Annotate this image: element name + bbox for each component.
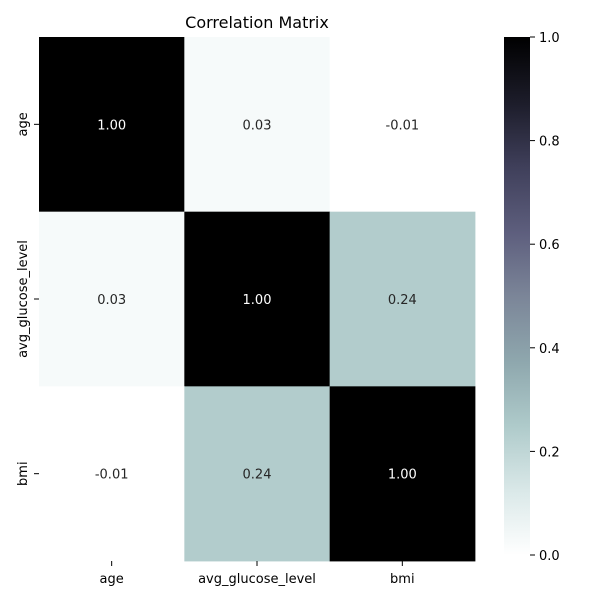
y-tick-label-0: age xyxy=(16,112,31,136)
heatmap-cell-0-0 xyxy=(39,37,185,213)
heatmap-cell-0-1 xyxy=(184,37,331,213)
heatmap-cell-2-0 xyxy=(39,386,185,562)
cell-value-label-2-2: 1.00 xyxy=(388,468,417,483)
x-tick-label-2: bmi xyxy=(390,572,415,587)
cell-value-label-2-0: -0.01 xyxy=(95,468,129,483)
heatmap-cell-2-2 xyxy=(329,386,476,562)
colorbar-tick-label-5: 1.0 xyxy=(539,31,560,46)
y-tick-label-2: bmi xyxy=(16,461,31,486)
cell-value-label-1-2: 0.24 xyxy=(388,293,417,308)
colorbar-tick-label-4: 0.8 xyxy=(539,135,560,150)
cell-value-label-0-1: 0.03 xyxy=(243,118,272,133)
colorbar-tick-label-3: 0.6 xyxy=(539,238,560,253)
heatmap-cell-labels: 1.00 0.03 -0.01 0.03 1.00 0.24 -0.01 0.24 1.00 xyxy=(95,118,419,482)
cell-value-label-1-0: 0.03 xyxy=(97,293,126,308)
x-tick-label-1: avg_glucose_level xyxy=(198,572,316,587)
x-axis-ticks: age avg_glucose_level bmi xyxy=(100,561,415,587)
chart-title: Correlation Matrix xyxy=(185,13,329,32)
colorbar-tick-label-1: 0.2 xyxy=(539,445,560,460)
colorbar-ticks: 0.0 0.2 0.4 0.6 0.8 1.0 xyxy=(530,31,560,564)
cell-value-label-1-1: 1.00 xyxy=(243,293,272,308)
colorbar-tick-label-0: 0.0 xyxy=(539,549,560,564)
y-tick-label-1: avg_glucose_level xyxy=(16,240,31,358)
heatmap-cell-1-0 xyxy=(39,211,185,387)
cell-value-label-2-1: 0.24 xyxy=(243,468,272,483)
heatmap-cell-0-2 xyxy=(329,37,476,213)
colorbar-tick-label-2: 0.4 xyxy=(539,342,560,357)
colorbar: 0.0 0.2 0.4 0.6 0.8 1.0 xyxy=(504,31,560,564)
cell-value-label-0-2: -0.01 xyxy=(386,118,420,133)
colorbar-gradient xyxy=(504,37,530,555)
heatmap-cell-2-1 xyxy=(184,386,331,562)
heatmap-cells xyxy=(39,37,476,562)
cell-value-label-0-0: 1.00 xyxy=(97,118,126,133)
heatmap-cell-1-1 xyxy=(184,211,331,387)
heatmap-cell-1-2 xyxy=(329,211,476,387)
x-tick-label-0: age xyxy=(100,572,124,587)
